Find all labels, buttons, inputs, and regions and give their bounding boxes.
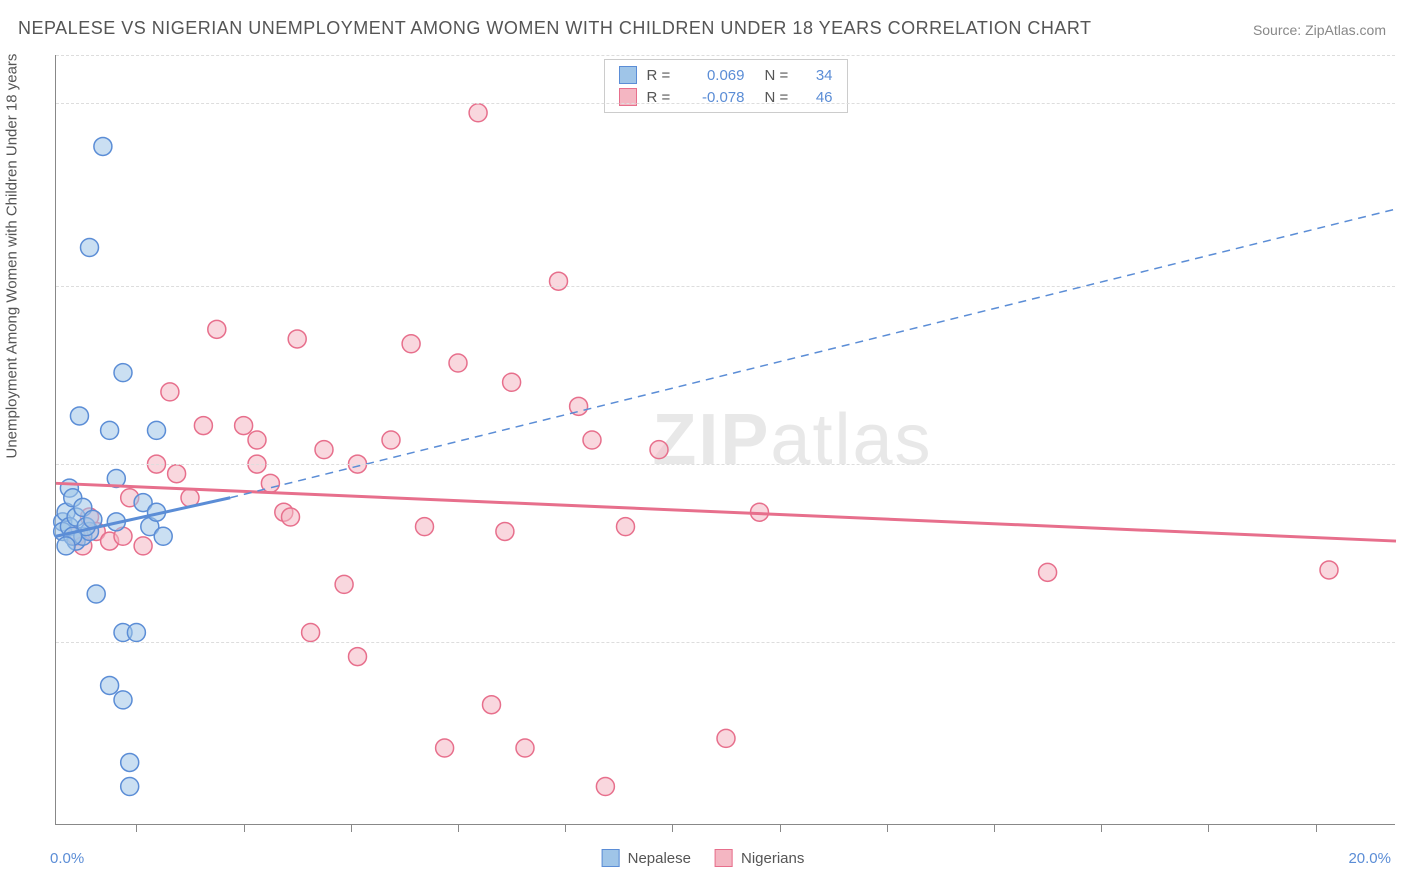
data-point [148,421,166,439]
data-point [349,648,367,666]
x-axis-max-label: 20.0% [1348,850,1391,867]
data-point [127,624,145,642]
data-point [315,441,333,459]
data-point [1039,563,1057,581]
x-tick [994,824,995,832]
x-tick [672,824,673,832]
x-tick [244,824,245,832]
data-point [194,417,212,435]
data-point [288,330,306,348]
plot-area: ZIPatlas R = 0.069 N = 34 R = -0.078 N =… [55,55,1395,825]
plot-svg [56,55,1395,824]
data-point [168,465,186,483]
x-axis-min-label: 0.0% [50,850,84,867]
data-point [94,137,112,155]
data-point [469,104,487,122]
source-label: Source: ZipAtlas.com [1253,22,1386,38]
chart-title: NEPALESE VS NIGERIAN UNEMPLOYMENT AMONG … [18,18,1092,39]
x-tick [887,824,888,832]
legend-item: Nepalese [602,849,691,867]
data-point [70,407,88,425]
data-point [154,527,172,545]
data-point [161,383,179,401]
y-tick-label: 15.0% [1400,95,1406,112]
x-tick [1316,824,1317,832]
data-point [596,778,614,796]
grid-line [56,55,1395,56]
data-point [496,522,514,540]
legend-swatch [715,849,733,867]
y-tick-label: 7.5% [1400,456,1406,473]
x-tick [565,824,566,832]
legend-label: Nigerians [741,850,804,867]
data-point [503,373,521,391]
data-point [717,729,735,747]
grid-line [56,642,1395,643]
data-point [436,739,454,757]
data-point [208,320,226,338]
data-point [516,739,534,757]
data-point [57,537,75,555]
x-tick [351,824,352,832]
x-tick [136,824,137,832]
chart-container: NEPALESE VS NIGERIAN UNEMPLOYMENT AMONG … [0,0,1406,892]
grid-line [56,286,1395,287]
x-tick [780,824,781,832]
data-point [248,431,266,449]
data-point [416,518,434,536]
data-point [81,239,99,257]
data-point [101,676,119,694]
data-point [114,691,132,709]
y-tick-label: 11.2% [1400,278,1406,295]
y-axis-label: Unemployment Among Women with Children U… [4,54,21,459]
data-point [121,753,139,771]
x-tick [1208,824,1209,832]
data-point [134,537,152,555]
x-tick [1101,824,1102,832]
data-point [121,778,139,796]
data-point [617,518,635,536]
x-tick [458,824,459,832]
y-tick-label: 3.8% [1400,634,1406,651]
data-point [449,354,467,372]
trend-line [56,483,1396,541]
data-point [1320,561,1338,579]
data-point [282,508,300,526]
data-point [402,335,420,353]
data-point [483,696,501,714]
data-point [101,421,119,439]
data-point [550,272,568,290]
data-point [382,431,400,449]
grid-line [56,103,1395,104]
data-point [87,585,105,603]
data-point [583,431,601,449]
trend-line [230,209,1396,498]
grid-line [56,464,1395,465]
legend-swatch [602,849,620,867]
data-point [302,624,320,642]
data-point [235,417,253,435]
legend-item: Nigerians [715,849,804,867]
data-point [650,441,668,459]
bottom-legend: Nepalese Nigerians [602,849,805,867]
data-point [335,575,353,593]
data-point [114,364,132,382]
legend-label: Nepalese [628,850,691,867]
